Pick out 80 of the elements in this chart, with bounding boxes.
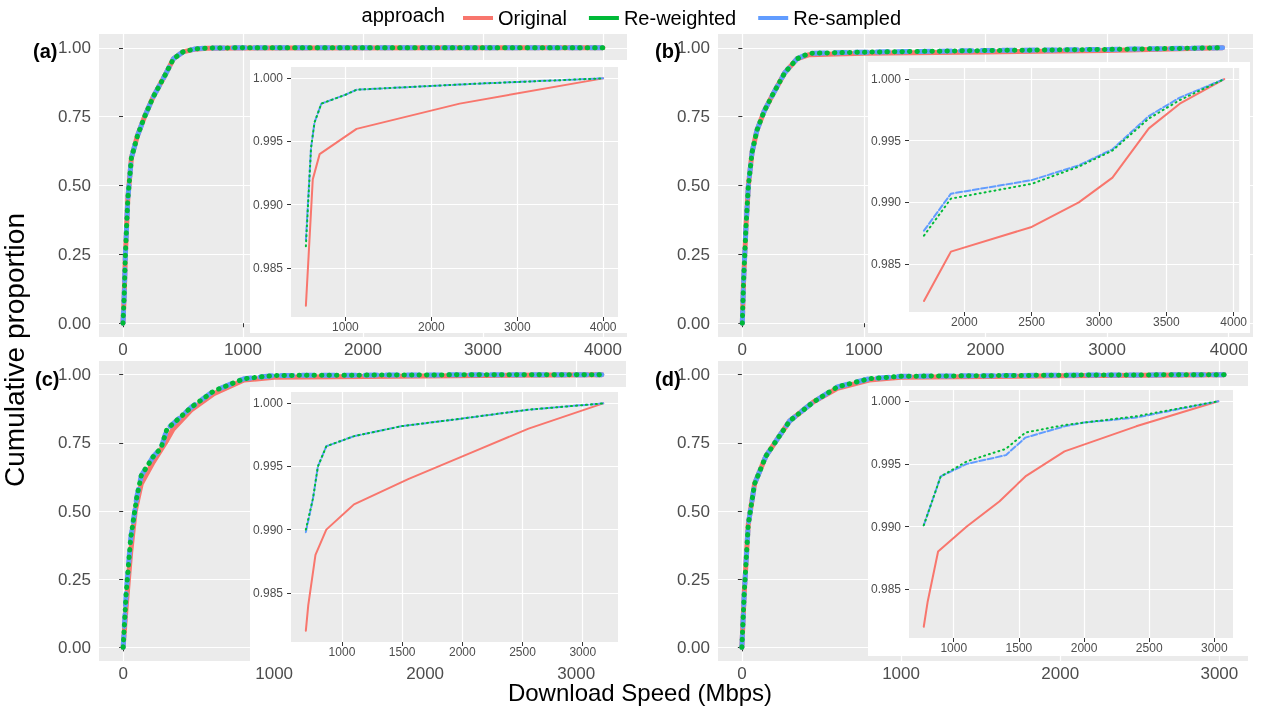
y-tick-label: 0.50 [57,176,91,195]
x-tick-label: 0 [118,664,128,683]
x-tick-label: 0 [737,340,748,359]
y-tick-label: 0.25 [676,244,710,264]
x-tick-label: 3000 [464,340,502,359]
x-tick-label: 2000 [406,664,445,683]
x-tick-label: 0 [118,340,128,359]
y-tick-label: 1.00 [57,38,91,58]
y-tick-label: 0.25 [676,569,710,589]
x-tick-label: 1000 [224,340,262,359]
y-tick-label: 0.990 [871,195,902,210]
x-tick-label: 4000 [584,340,622,359]
x-tick-label: 3000 [1085,315,1113,329]
y-tick-label: 0.75 [57,433,91,453]
y-tick-label: 0.995 [871,133,902,148]
legend-title: approach [361,4,445,26]
x-tick-label: 1000 [940,641,968,655]
y-tick-label: 0.990 [253,197,284,212]
x-tick-label: 4000 [1209,340,1248,359]
x-tick-label: 1000 [882,664,920,683]
y-tick-label: 0.50 [676,501,710,521]
x-tick-label: 2000 [966,340,1005,359]
x-tick-label: 2500 [1135,641,1163,655]
x-tick-label: 3000 [569,645,597,659]
y-tick-label: 0.25 [57,569,91,589]
y-tick-label: 1.000 [253,396,284,411]
y-tick-label: 0.985 [871,256,902,271]
y-tick-label: 1.000 [871,72,902,87]
y-tick-label: 0.00 [57,637,91,657]
y-tick-label: 0.990 [253,522,284,537]
y-tick-label: 0.995 [253,134,284,149]
y-axis-title: Cumulative proportion [0,213,30,487]
y-tick-label: 0.50 [676,176,710,195]
y-tick-label: 0.985 [871,582,902,597]
x-tick-label: 2000 [1070,641,1098,655]
x-tick-label: 2000 [1041,664,1080,683]
y-tick-label: 0.00 [57,313,91,333]
x-tick-label: 2000 [951,315,979,329]
x-tick-label: 1000 [332,320,360,334]
x-tick-label: 3000 [1200,664,1239,683]
line-series [304,77,605,307]
line-series [922,78,1226,302]
x-tick-label: 2000 [417,320,445,334]
x-tick-label: 2500 [509,645,537,659]
y-tick-label: 0.75 [676,107,710,127]
x-tick-label: 3000 [1088,340,1127,359]
y-tick-label: 0.00 [676,637,710,657]
y-tick-label: 1.000 [253,71,284,86]
line-series [922,400,1220,628]
y-tick-label: 0.985 [253,260,284,275]
y-tick-label: 0.985 [253,585,284,600]
y-tick-label: 0.75 [676,433,710,453]
y-tick-label: 0.75 [57,107,91,127]
x-tick-label: 1000 [328,645,356,659]
y-tick-label: 0.995 [871,456,902,471]
legend-label: Original [498,7,567,29]
legend-label: Re-sampled [793,7,902,29]
legend-label: Re-weighted [623,7,737,29]
x-tick-label: 1500 [1005,641,1033,655]
x-tick-label: 2000 [448,645,477,659]
x-tick-label: 1000 [845,340,883,359]
line-series [304,402,605,632]
x-tick-label: 2500 [1018,315,1046,329]
y-tick-label: 1.000 [871,394,902,409]
x-tick-label: 3500 [1152,315,1180,329]
y-tick-label: 0.00 [676,313,710,333]
x-tick-label: 1000 [255,664,294,683]
x-tick-label: 2000 [344,340,382,359]
y-tick-label: 0.50 [57,501,91,521]
chart-title: (a) [33,40,58,62]
x-tick-label: 3000 [503,320,531,334]
y-tick-label: 0.995 [253,459,284,474]
x-tick-label: 1500 [388,645,416,659]
line-series [922,400,1220,527]
y-tick-label: 0.25 [57,244,91,264]
chart-title: (c) [35,368,60,390]
y-tick-label: 0.990 [871,519,902,534]
x-tick-label: 3000 [1201,641,1229,655]
x-tick-label: 4000 [1220,315,1248,329]
x-tick-label: 4000 [589,320,617,334]
